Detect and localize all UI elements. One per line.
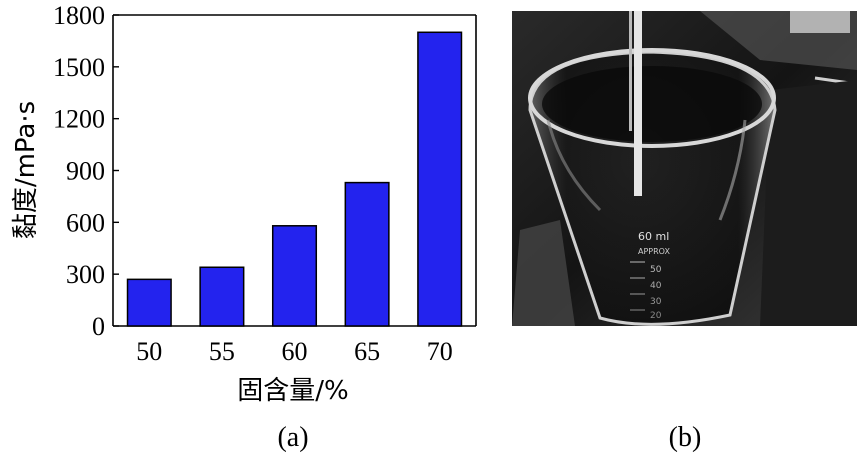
beaker-rim <box>528 48 776 148</box>
x-tick-label-55: 55 <box>209 337 235 366</box>
beaker-photo: 60 ml APPROX 50 40 30 20 <box>512 11 857 326</box>
x-tick-label-70: 70 <box>427 337 453 366</box>
pipette-shadow <box>629 11 632 131</box>
beaker-marking-3: 50 <box>650 265 662 275</box>
y-tick-label-900: 900 <box>66 157 105 186</box>
y-axis-title: 黏度/mPa·s <box>11 101 41 239</box>
y-tick-label-600: 600 <box>66 208 105 237</box>
bar-55 <box>199 266 245 327</box>
glass-highlight-right <box>718 119 747 221</box>
liquid-surface <box>542 66 762 142</box>
y-tick-label-300: 300 <box>66 260 105 289</box>
bars-group <box>126 31 463 327</box>
y-tick-label-0: 0 <box>92 312 105 341</box>
panel-label-a: (a) <box>277 422 308 453</box>
left-clutter <box>512 220 575 326</box>
glass-highlight-left <box>546 119 602 212</box>
beaker-marking-6: 20 <box>650 311 662 321</box>
x-tick-label-65: 65 <box>354 337 380 366</box>
pipette <box>634 11 642 196</box>
beaker-marking-4: 40 <box>650 281 662 291</box>
y-tick-label-1500: 1500 <box>53 53 105 82</box>
dark-mat <box>760 80 857 326</box>
beaker-marking-2: APPROX <box>638 247 670 256</box>
background-object <box>790 11 850 33</box>
bar-50 <box>126 278 172 327</box>
y-ticks-group: 0 300 600 900 1200 1500 1800 <box>53 1 119 341</box>
x-tick-label-60: 60 <box>282 337 308 366</box>
bar-60 <box>271 225 318 327</box>
beaker-marking-1: 60 ml <box>638 230 669 243</box>
x-ticks-group: 50 55 60 65 70 <box>136 337 452 366</box>
bar-65 <box>344 181 390 327</box>
y-tick-label-1200: 1200 <box>53 105 105 134</box>
y-tick-label-1800: 1800 <box>53 1 105 30</box>
x-axis-title: 固含量/% <box>237 376 348 406</box>
x-tick-label-50: 50 <box>136 337 162 366</box>
bar-70 <box>417 31 463 327</box>
panel-label-b: (b) <box>669 422 702 453</box>
bar-chart: 0 300 600 900 1200 1500 1800 50 55 60 65 70 黏度/mPa… <box>11 1 477 406</box>
beaker-marking-5: 30 <box>650 297 662 307</box>
